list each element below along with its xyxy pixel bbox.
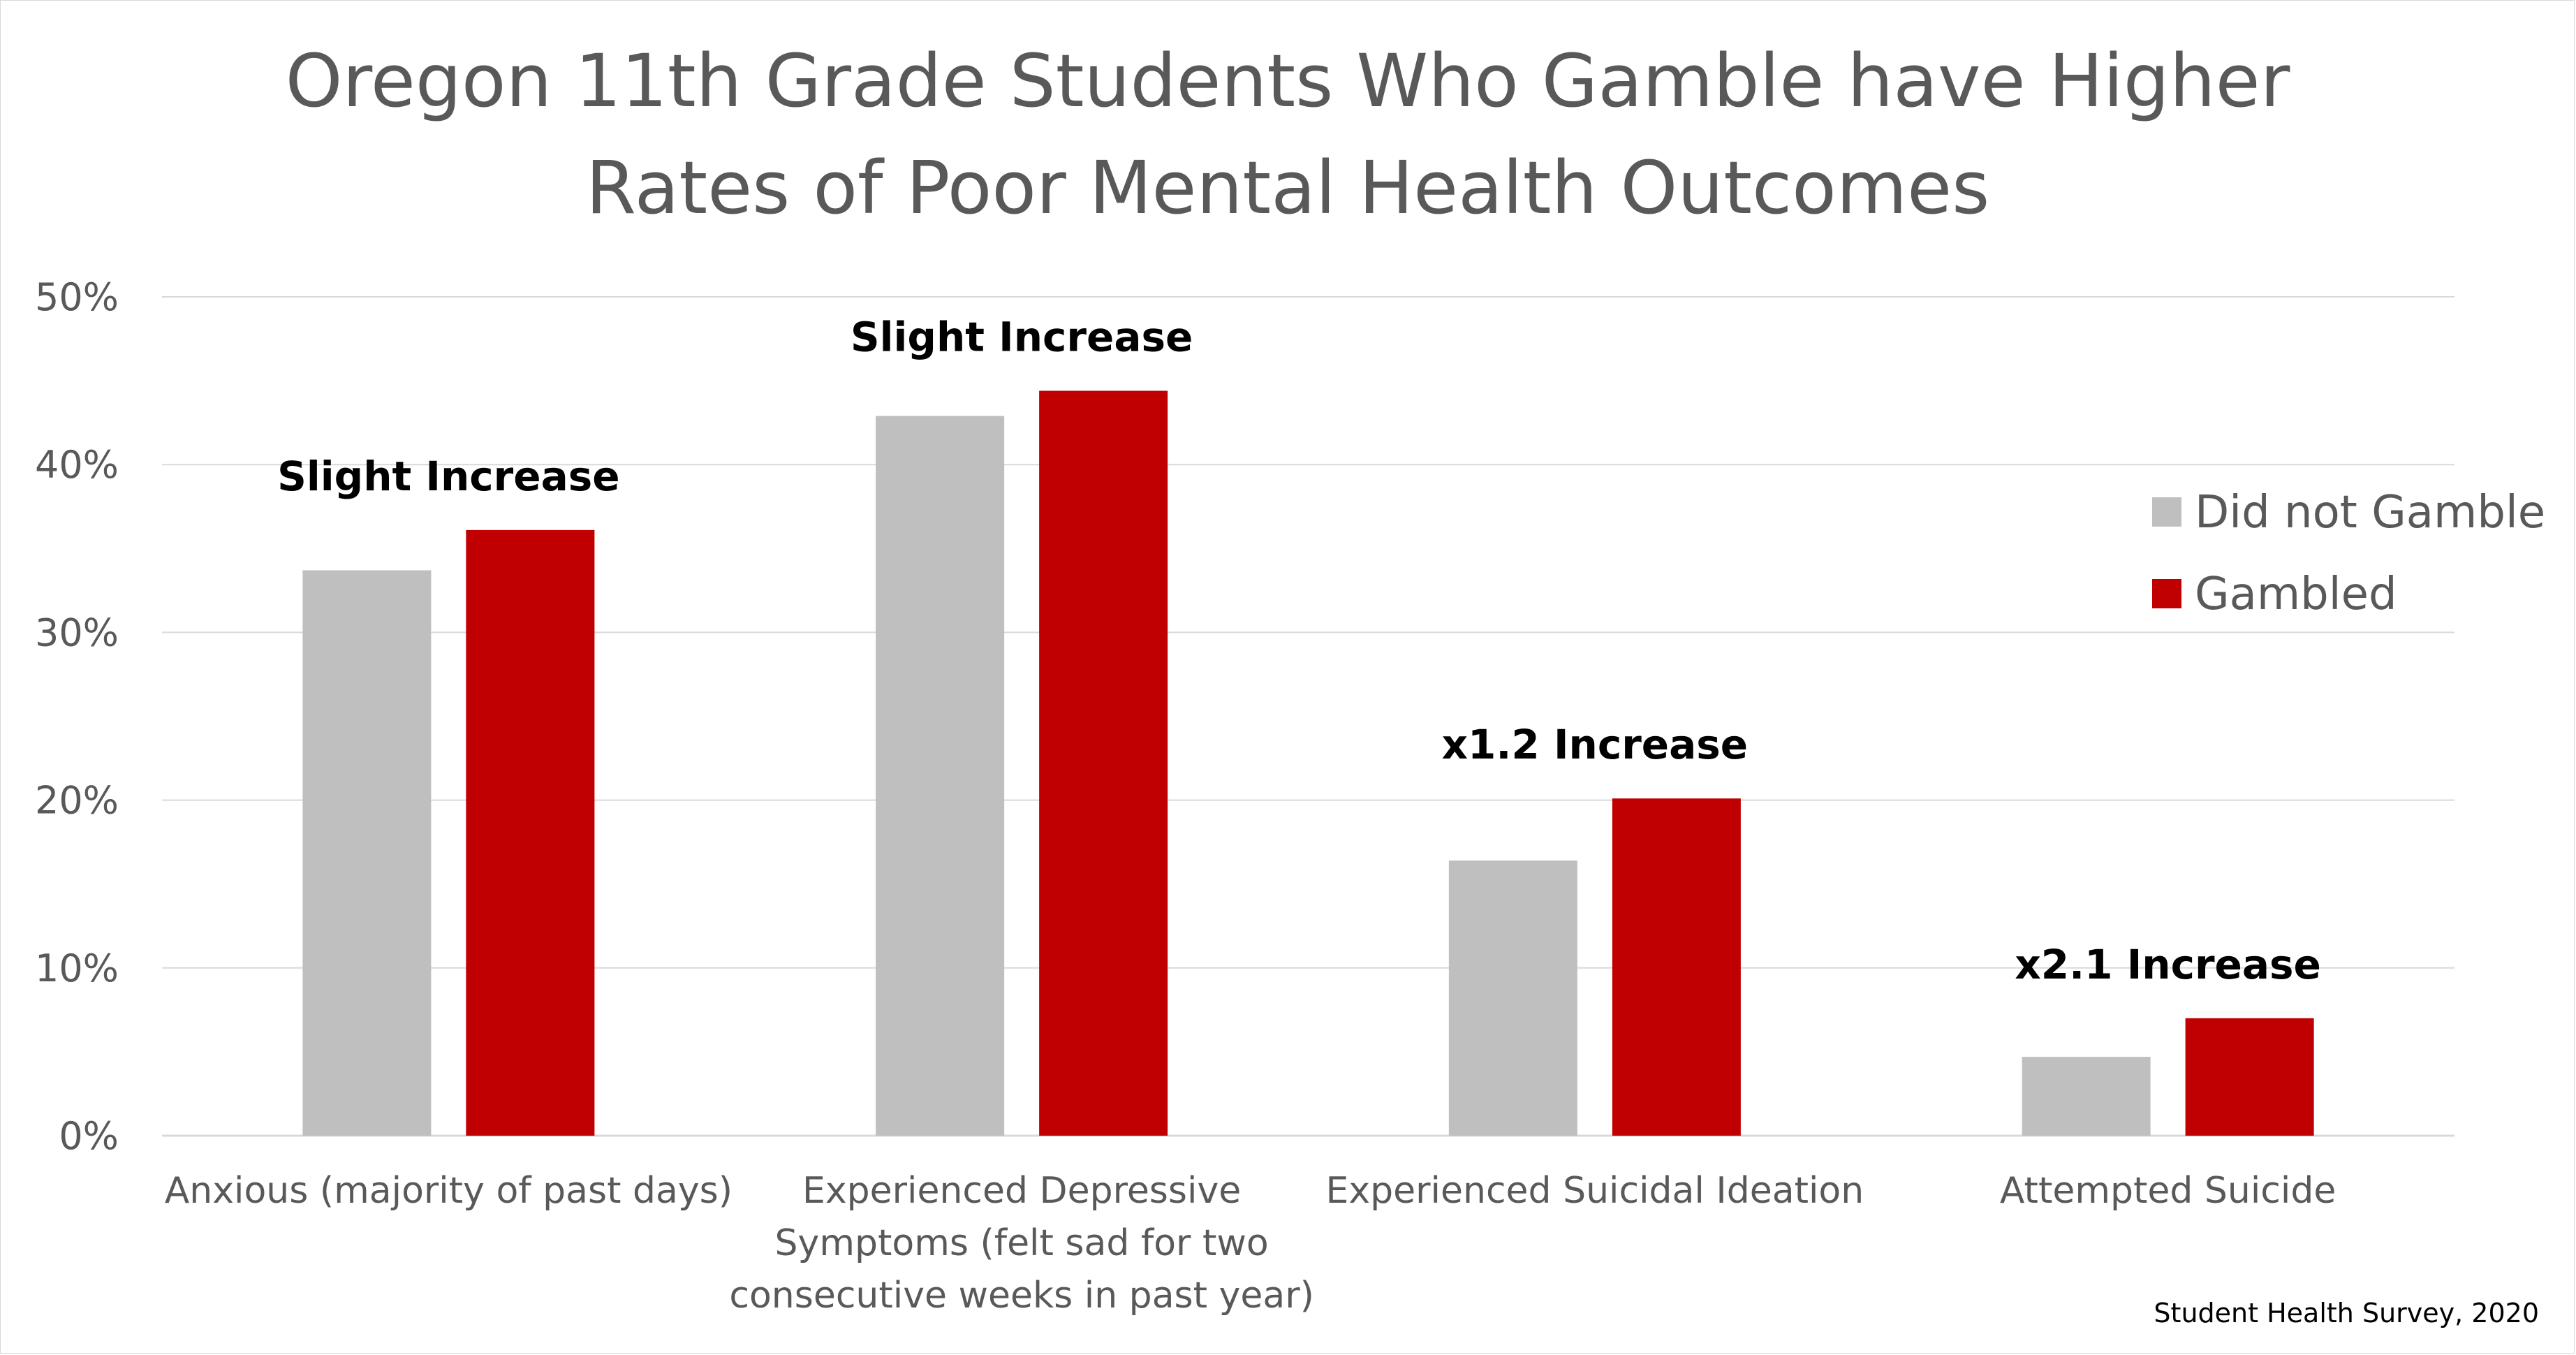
legend: Did not Gamble Gambled — [2152, 487, 2545, 620]
bar-did-not-gamble-4 — [2022, 1057, 2151, 1136]
legend-swatch — [2152, 497, 2181, 527]
y-axis-tick-labels: 0% 10% 20% 30% 40% 50% — [35, 275, 119, 1158]
y-tick-label: 10% — [35, 946, 119, 990]
y-tick-label: 0% — [59, 1114, 119, 1158]
x-category-label: Experienced Suicidal Ideation — [1326, 1170, 1864, 1212]
bar-gambled-1 — [466, 529, 595, 1136]
bar-did-not-gamble-3 — [1448, 860, 1577, 1136]
chart-title-line-1: Oregon 11th Grade Students Who Gamble ha… — [286, 38, 2290, 124]
bar-gambled-4 — [2185, 1018, 2314, 1136]
y-tick-label: 40% — [35, 443, 119, 487]
x-category-label: Anxious (majority of past days) — [165, 1170, 733, 1212]
legend-swatch — [2152, 579, 2181, 608]
x-category-label: Attempted Suicide — [2000, 1170, 2336, 1212]
source-note: Student Health Survey, 2020 — [2154, 1298, 2539, 1328]
chart-title: Oregon 11th Grade Students Who Gamble ha… — [286, 38, 2290, 230]
legend-label: Gambled — [2195, 569, 2397, 620]
increase-annotation: Slight Increase — [277, 453, 619, 500]
y-tick-label: 20% — [35, 779, 119, 823]
chart-title-line-2: Rates of Poor Mental Health Outcomes — [586, 145, 1990, 230]
x-category-label: Experienced Depressive — [802, 1170, 1241, 1212]
bar-did-not-gamble-1 — [302, 570, 432, 1136]
bar-did-not-gamble-2 — [876, 416, 1005, 1136]
x-category-label: consecutive weeks in past year) — [729, 1275, 1313, 1317]
bar-gambled-2 — [1039, 390, 1168, 1136]
increase-annotation: x2.1 Increase — [2015, 941, 2321, 988]
increase-annotation: Slight Increase — [851, 314, 1193, 361]
bar-annotations: Slight Increase Slight Increase x1.2 Incre… — [277, 314, 2321, 988]
x-axis-category-labels: Anxious (majority of past days) Experienc… — [165, 1170, 2336, 1317]
bar-gambled-3 — [1612, 798, 1741, 1136]
bars — [302, 390, 2314, 1136]
increase-annotation: x1.2 Increase — [1442, 721, 1749, 768]
y-tick-label: 30% — [35, 610, 119, 654]
legend-label: Did not Gamble — [2195, 487, 2545, 539]
y-tick-label: 50% — [35, 275, 119, 319]
x-category-label: Symptoms (felt sad for two — [775, 1222, 1269, 1264]
